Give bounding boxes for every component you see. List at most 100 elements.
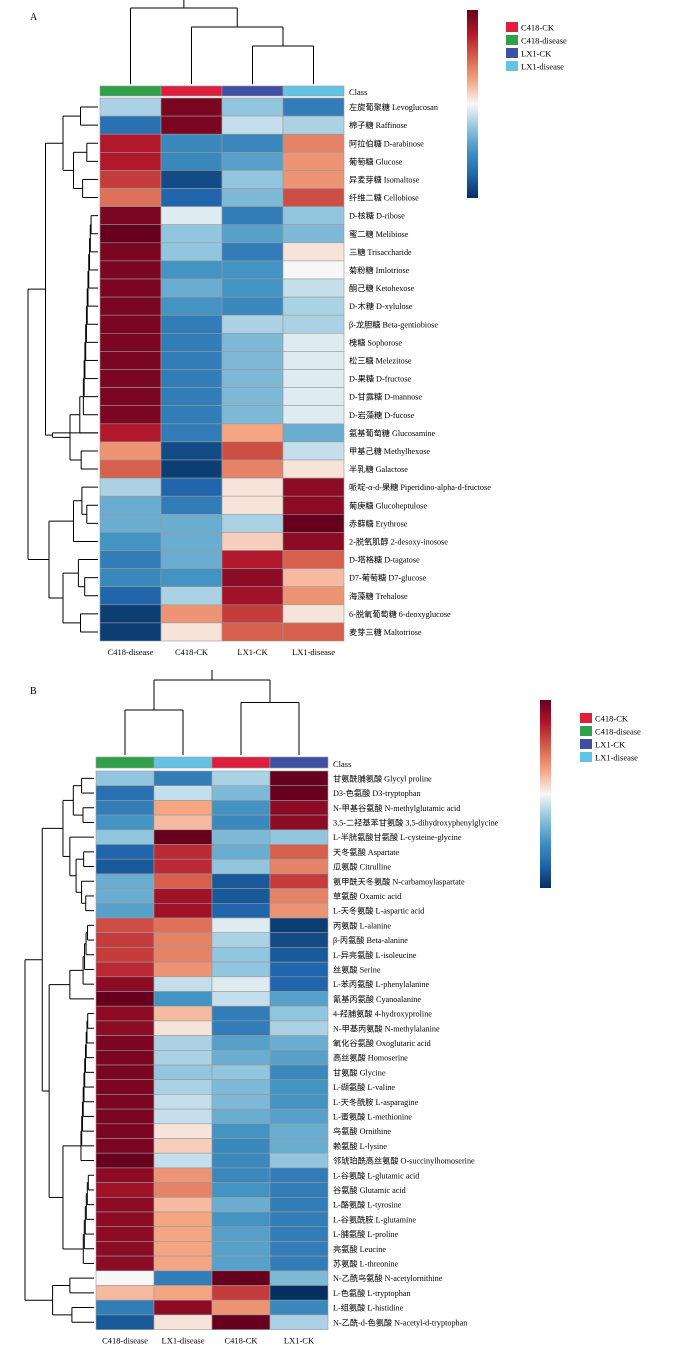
heatmap-cell (160, 550, 223, 569)
row-label: 6-脱氧葡萄糖 6-deoxyglucose (349, 609, 451, 619)
heatmap-cell (95, 947, 155, 963)
column-dendrogram (130, 0, 314, 84)
row-label: 甲基己糖 Methylhexose (349, 446, 431, 456)
class-bar-cell (160, 85, 223, 97)
heatmap-cell (269, 917, 329, 933)
heatmap-cell (269, 785, 329, 801)
heatmap-cell (269, 1241, 329, 1257)
row-label: 纤维二糖 Cellobiose (349, 193, 419, 203)
heatmap-cell (282, 459, 345, 479)
row-label: L-蛋氨酸 L-methionine (333, 1111, 412, 1121)
heatmap-cell (160, 532, 223, 551)
column-label: C418-disease (108, 647, 154, 657)
heatmap-cell (269, 961, 329, 978)
heatmap-cell (99, 206, 162, 226)
heatmap-cell (99, 332, 162, 352)
heatmap-cell (221, 532, 284, 551)
heatmap-cell (99, 495, 162, 515)
heatmap-cell (211, 1005, 271, 1022)
heatmap-cell (95, 800, 155, 816)
row-label: 松三糖 Melezitose (349, 355, 412, 365)
heatmap-cell (211, 1020, 271, 1036)
heatmap-cell (153, 1299, 213, 1316)
heatmap-cell (211, 1270, 271, 1286)
heatmap-cell (99, 170, 162, 189)
heatmap-cell (211, 1167, 271, 1183)
heatmap-cell (153, 961, 213, 978)
heatmap-cell (95, 991, 155, 1007)
row-label: 赖氨酸 L-lysine (333, 1141, 387, 1151)
heatmap-cell (221, 622, 284, 642)
heatmap-cell (282, 369, 345, 388)
heatmap-cell (99, 387, 162, 407)
heatmap-cell (221, 152, 284, 171)
row-dendrogram (24, 777, 94, 1323)
row-label: L-色氨酸 L-tryptophan (333, 1288, 411, 1298)
heatmap-cell (99, 260, 162, 280)
row-label: β-丙氨酸 Beta-alanine (333, 935, 408, 945)
class-bar-cell (99, 85, 162, 97)
heatmap-cell (269, 1108, 329, 1125)
heatmap-cell (153, 1079, 213, 1095)
heatmap-cell (95, 785, 155, 801)
heatmap-cell (95, 1255, 155, 1272)
row-label: N-甲基丙氨酸 N-methylalanine (333, 1023, 440, 1033)
row-label: D-核糖 D-ribose (349, 211, 405, 221)
row-label: 草氨酸 Oxamic acid (333, 891, 401, 901)
legend-label: C418-disease (521, 36, 567, 46)
heatmap-cell (95, 1182, 155, 1198)
heatmap-cell (282, 242, 345, 262)
heatmap-cell (269, 1314, 329, 1330)
heatmap-cell (99, 513, 162, 533)
heatmap-cell (269, 873, 329, 889)
row-label: 半乳糖 Galactose (349, 464, 408, 474)
heatmap-cell (269, 991, 329, 1007)
heatmap-cell (269, 1020, 329, 1036)
row-label: D-岩藻糖 D-fucose (349, 410, 415, 420)
heatmap-cell (282, 441, 345, 461)
heatmap-cell (153, 1226, 213, 1242)
row-label: 异麦芽糖 Isomaltose (349, 174, 420, 184)
row-label: D-木糖 D-xylulose (349, 301, 413, 311)
heatmap-cell (153, 991, 213, 1007)
row-label: L-谷氨酸 L-glutamic acid (333, 1170, 419, 1180)
legend-swatch (580, 752, 592, 762)
colorbar (467, 10, 478, 198)
row-label: 氧化谷氨酸 Oxoglutaric acid (333, 1038, 431, 1048)
heatmap-cell (153, 1167, 213, 1183)
heatmap-cell (160, 242, 223, 262)
heatmap-cell (211, 991, 271, 1007)
heatmap-cell (153, 1270, 213, 1286)
heatmap-cell (211, 1079, 271, 1095)
row-label: 酮己糖 Ketohexose (349, 283, 415, 293)
row-label: 菊粉糖 Imlotriose (349, 265, 410, 275)
heatmap-cell (160, 314, 223, 334)
heatmap-cell (160, 405, 223, 425)
heatmap-cell (221, 133, 284, 153)
heatmap-cell (95, 1138, 155, 1154)
heatmap-cell (99, 459, 162, 479)
heatmap-cell (153, 1064, 213, 1080)
heatmap-cell (269, 947, 329, 963)
row-label: L-酪氨酸 L-tyrosine (333, 1200, 402, 1210)
class-row-label: Class (333, 759, 351, 769)
heatmap-cell (153, 1314, 213, 1330)
heatmap-cell (160, 387, 223, 407)
heatmap-cell (95, 1314, 155, 1330)
heatmap-cell (269, 829, 329, 845)
heatmap-cell (211, 947, 271, 963)
column-label: LX1-CK (237, 647, 268, 657)
heatmap-cell (211, 1108, 271, 1125)
heatmap-cell (95, 858, 155, 875)
heatmap-cell (269, 902, 329, 919)
row-label: D-甘露糖 D-mannose (349, 392, 422, 402)
heatmap-cell (269, 1094, 329, 1110)
heatmap-cell (211, 1241, 271, 1257)
row-label: 三糖 Trisaccharide (349, 247, 412, 257)
row-label: D7-葡萄糖 D7-glucose (349, 573, 426, 583)
heatmap-cell (99, 115, 162, 135)
row-dendrogram (27, 106, 98, 633)
heatmap-cell (211, 814, 271, 831)
heatmap-cell (282, 206, 345, 226)
